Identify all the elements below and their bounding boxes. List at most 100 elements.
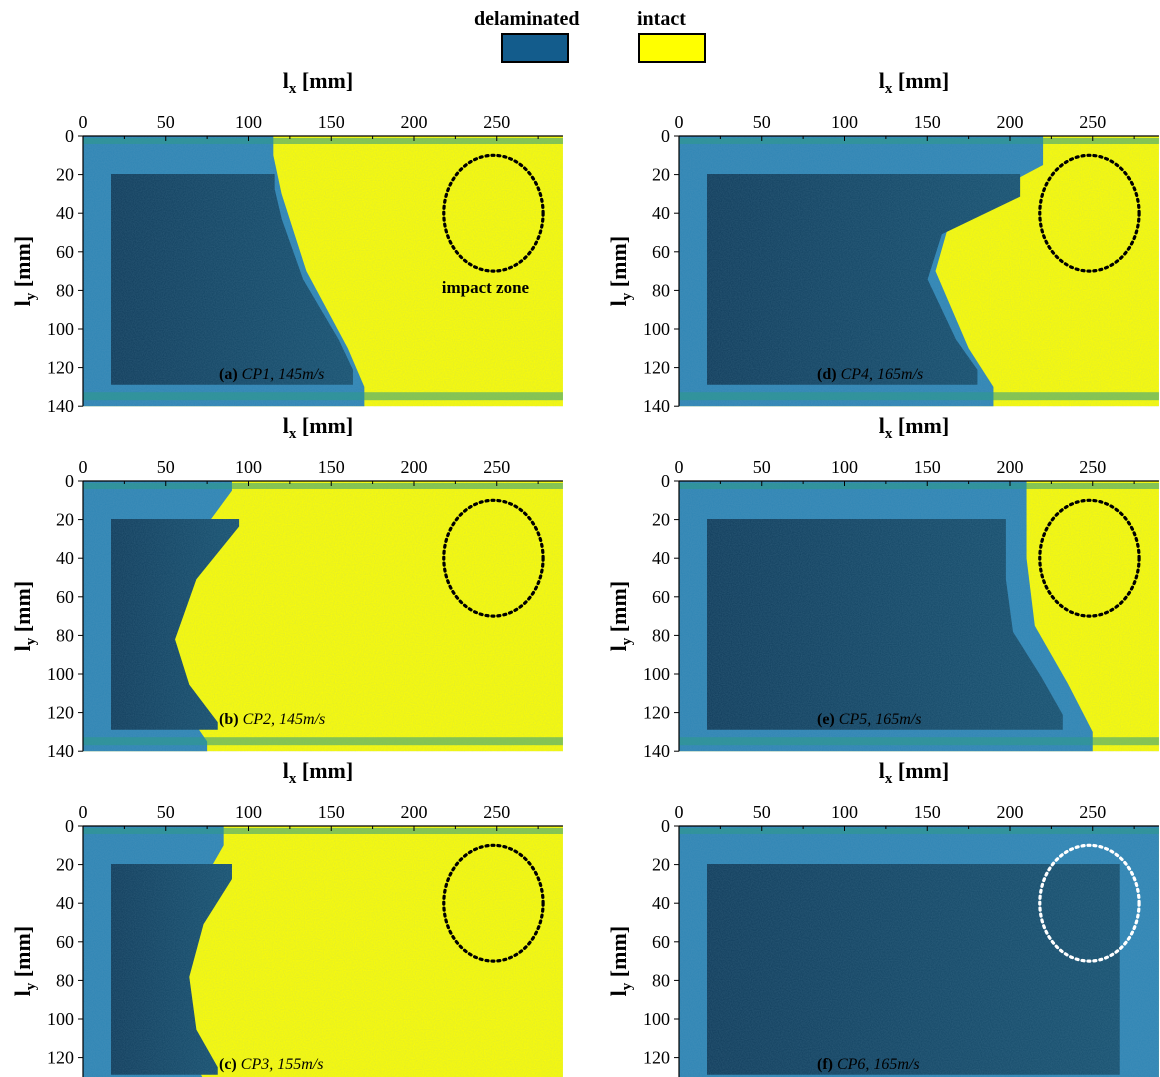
- edge-band-top: [679, 138, 1159, 144]
- caption-d: (d) CP4, 165m/s: [817, 366, 923, 384]
- caption-tag: (d): [817, 366, 837, 383]
- scan-texture: [83, 826, 563, 1077]
- y-tick-label: 140: [643, 741, 670, 761]
- y-tick-label: 60: [652, 242, 670, 262]
- caption-tag: (b): [219, 711, 239, 728]
- x-tick-label: 150: [914, 457, 941, 477]
- x-tick-label: 200: [401, 112, 428, 132]
- x-axis-title: lx [mm]: [879, 68, 949, 97]
- y-tick-label: 20: [652, 855, 670, 875]
- caption-tag: (a): [219, 366, 238, 383]
- y-tick-label: 80: [652, 970, 670, 990]
- impact-zone-circle: [442, 843, 545, 963]
- x-tick-label: 0: [675, 802, 684, 822]
- caption-text: CP2, 145m/s: [242, 711, 326, 728]
- x-tick-label: 250: [1079, 112, 1106, 132]
- y-tick-label: 20: [56, 165, 74, 185]
- legend-label-intact: intact: [637, 8, 686, 30]
- y-tick-label: 60: [652, 932, 670, 952]
- y-tick-label: 20: [56, 510, 74, 530]
- x-tick-label: 250: [483, 802, 510, 822]
- caption-text: CP1, 145m/s: [241, 366, 325, 383]
- legend-swatch-delaminated: [501, 33, 569, 63]
- x-tick-label: 100: [831, 802, 858, 822]
- x-tick-label: 50: [753, 802, 771, 822]
- y-tick-label: 120: [643, 1048, 670, 1068]
- y-axis-title: ly [mm]: [606, 236, 635, 306]
- caption-text: CP4, 165m/s: [840, 366, 924, 383]
- y-tick-label: 100: [47, 1009, 74, 1029]
- legend-label-delaminated: delaminated: [474, 8, 580, 30]
- y-tick-label: 0: [661, 816, 670, 836]
- y-axis-title: ly [mm]: [10, 236, 39, 306]
- caption-tag: (c): [219, 1056, 237, 1073]
- x-tick-label: 50: [157, 457, 175, 477]
- caption-text: CP6, 165m/s: [836, 1056, 920, 1073]
- scan-texture: [679, 826, 1159, 1077]
- y-tick-label: 60: [56, 242, 74, 262]
- x-tick-label: 150: [318, 112, 345, 132]
- x-axis-title: lx [mm]: [283, 68, 353, 97]
- y-tick-label: 40: [652, 893, 670, 913]
- impact-zone-circle: [1038, 843, 1141, 963]
- y-axis-title: ly [mm]: [606, 926, 635, 996]
- x-tick-label: 100: [235, 112, 262, 132]
- edge-band-top: [83, 483, 563, 489]
- x-tick-label: 200: [401, 802, 428, 822]
- caption-a: (a) CP1, 145m/s: [219, 366, 324, 384]
- edge-band-top: [83, 138, 563, 144]
- y-axis-title: ly [mm]: [10, 581, 39, 651]
- x-tick-label: 100: [235, 457, 262, 477]
- x-tick-label: 0: [675, 112, 684, 132]
- y-tick-label: 60: [56, 932, 74, 952]
- edge-band-top: [679, 483, 1159, 489]
- caption-text: CP3, 155m/s: [240, 1056, 324, 1073]
- impact-zone-circle: [1038, 498, 1141, 618]
- edge-band-bottom: [83, 737, 563, 746]
- y-tick-label: 40: [56, 893, 74, 913]
- y-tick-label: 80: [56, 280, 74, 300]
- y-tick-label: 100: [643, 319, 670, 339]
- edge-band-bottom: [679, 392, 1159, 401]
- scan-texture: [83, 481, 563, 752]
- x-tick-label: 50: [753, 112, 771, 132]
- x-tick-label: 50: [157, 112, 175, 132]
- c-scan-panel-a: 0 50 100 150 200 250 0 20 40 60 80 100 120 140 lx [mm]…: [0, 65, 570, 416]
- y-tick-label: 40: [56, 548, 74, 568]
- caption-c: (c) CP3, 155m/s: [219, 1056, 323, 1074]
- x-tick-label: 50: [157, 802, 175, 822]
- y-tick-label: 0: [65, 471, 74, 491]
- y-tick-label: 80: [652, 625, 670, 645]
- y-tick-label: 120: [47, 1048, 74, 1068]
- x-axis-title: lx [mm]: [283, 413, 353, 442]
- y-tick-label: 100: [643, 1009, 670, 1029]
- x-tick-label: 0: [79, 112, 88, 132]
- scan-texture: [83, 136, 563, 407]
- y-tick-label: 140: [47, 396, 74, 416]
- y-tick-label: 80: [652, 280, 670, 300]
- caption-text: CP5, 165m/s: [838, 711, 922, 728]
- y-tick-label: 20: [652, 165, 670, 185]
- scan-texture: [679, 481, 1159, 752]
- edge-band-top: [83, 828, 563, 834]
- impact-zone-circle: [442, 153, 545, 273]
- x-tick-label: 100: [831, 112, 858, 132]
- edge-band-top: [679, 828, 1159, 834]
- y-tick-label: 120: [643, 703, 670, 723]
- y-tick-label: 100: [47, 319, 74, 339]
- y-tick-label: 100: [643, 664, 670, 684]
- y-tick-label: 60: [652, 587, 670, 607]
- y-tick-label: 0: [65, 126, 74, 146]
- x-tick-label: 100: [235, 802, 262, 822]
- x-tick-label: 200: [997, 457, 1024, 477]
- y-tick-label: 40: [652, 548, 670, 568]
- y-axis-title: ly [mm]: [606, 581, 635, 651]
- x-tick-label: 0: [675, 457, 684, 477]
- y-tick-label: 60: [56, 587, 74, 607]
- y-tick-label: 120: [47, 358, 74, 378]
